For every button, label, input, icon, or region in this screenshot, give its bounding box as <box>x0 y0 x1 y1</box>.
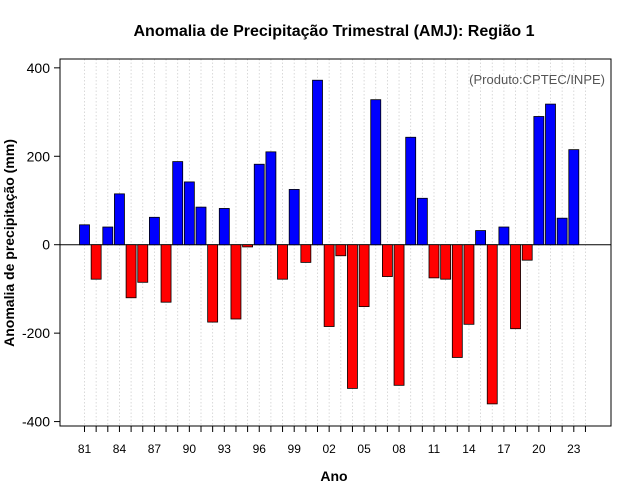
x-tick-label: 14 <box>462 442 476 456</box>
bar-2006 <box>370 99 382 246</box>
bar-1993 <box>218 208 230 246</box>
bar-2016 <box>486 244 498 405</box>
bar-1992 <box>207 244 219 323</box>
bar-2017 <box>498 226 510 246</box>
x-tick-label: 23 <box>567 442 581 456</box>
bar-1981 <box>79 224 90 246</box>
bar-1989 <box>172 161 184 246</box>
bar-2001 <box>312 79 323 246</box>
x-tick-label: 84 <box>113 442 127 456</box>
bar-2013 <box>451 244 463 358</box>
bar-2003 <box>335 244 347 257</box>
y-tick-label: 400 <box>27 60 51 76</box>
bar-1988 <box>160 244 172 303</box>
bar-2020 <box>533 116 545 246</box>
bar-2021 <box>545 103 556 246</box>
x-tick-label: 99 <box>288 442 302 456</box>
bar-1990 <box>183 181 195 246</box>
bar-2019 <box>521 244 533 261</box>
bar-2002 <box>323 244 335 327</box>
y-tick-label: 0 <box>42 237 50 253</box>
bar-2012 <box>440 244 452 280</box>
bars <box>79 79 580 405</box>
bar-1982 <box>90 244 102 280</box>
plot-frame <box>59 58 612 427</box>
bar-1997 <box>265 151 277 246</box>
bar-1984 <box>114 193 125 246</box>
bar-2023 <box>568 149 580 246</box>
chart-title: Anomalia de Precipitação Trimestral (AMJ… <box>133 23 534 40</box>
bar-2014 <box>463 244 475 325</box>
bar-2009 <box>405 136 417 246</box>
y-axis: -400 -200 0 200 400 <box>22 60 60 430</box>
y-tick-label: 200 <box>27 148 51 164</box>
x-tick-label: 87 <box>148 442 162 456</box>
bar-1991 <box>195 206 207 246</box>
x-tick-label: 81 <box>78 442 92 456</box>
bar-1983 <box>102 226 114 246</box>
x-tick-label: 20 <box>532 442 546 456</box>
x-tick-label: 08 <box>392 442 406 456</box>
x-tick-label: 02 <box>322 442 336 456</box>
source-annotation: (Produto:CPTEC/INPE) <box>469 72 605 87</box>
x-tick-label: 11 <box>428 442 441 456</box>
x-axis-label: Ano <box>320 468 347 484</box>
bar-2007 <box>381 244 393 277</box>
bar-1996 <box>253 163 265 246</box>
bar-2018 <box>510 244 521 330</box>
bar-1987 <box>148 216 160 246</box>
y-axis-label: Anomalia de precipitação (mm) <box>1 139 17 347</box>
y-tick-label: -400 <box>22 414 50 430</box>
x-tick-label: 96 <box>253 442 267 456</box>
bar-1994 <box>230 244 242 320</box>
bar-2008 <box>393 244 405 386</box>
bar-2004 <box>347 244 358 389</box>
bar-2000 <box>300 244 312 263</box>
bar-1985 <box>125 244 137 299</box>
bar-2011 <box>428 244 440 279</box>
bar-2015 <box>475 230 487 246</box>
bar-2022 <box>556 217 568 246</box>
x-tick-label: 05 <box>357 442 371 456</box>
x-axis: 81 84 87 90 93 96 99 02 05 08 11 14 17 20 23 <box>78 426 586 456</box>
bar-2010 <box>416 197 428 246</box>
x-tick-label: 17 <box>497 442 511 456</box>
bar-1998 <box>277 244 288 280</box>
bar-2005 <box>358 244 370 308</box>
bar-1995 <box>242 244 254 248</box>
y-tick-label: -200 <box>22 325 50 341</box>
x-tick-label: 93 <box>218 442 232 456</box>
x-tick-label: 90 <box>183 442 197 456</box>
bar-1999 <box>288 189 300 246</box>
bar-1986 <box>137 244 149 283</box>
